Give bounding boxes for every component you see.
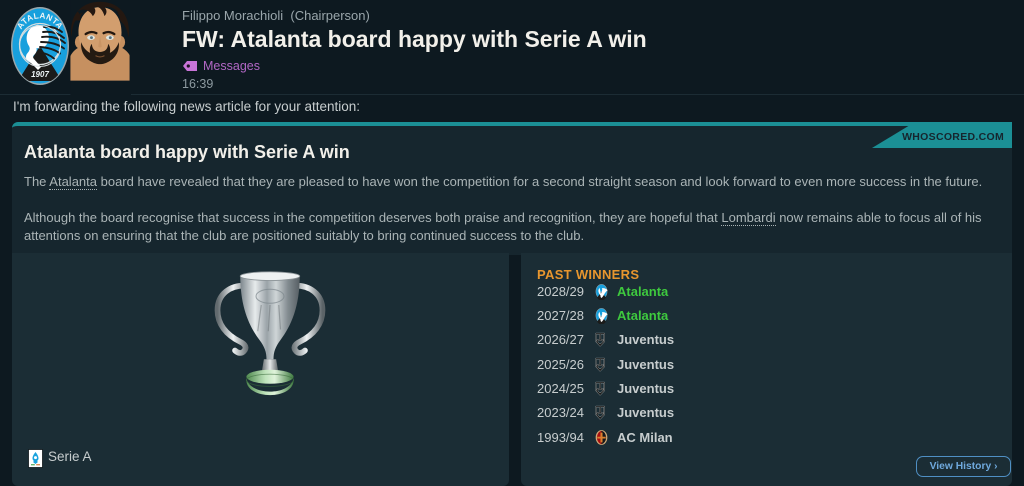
svg-text:1907: 1907 (31, 70, 49, 79)
